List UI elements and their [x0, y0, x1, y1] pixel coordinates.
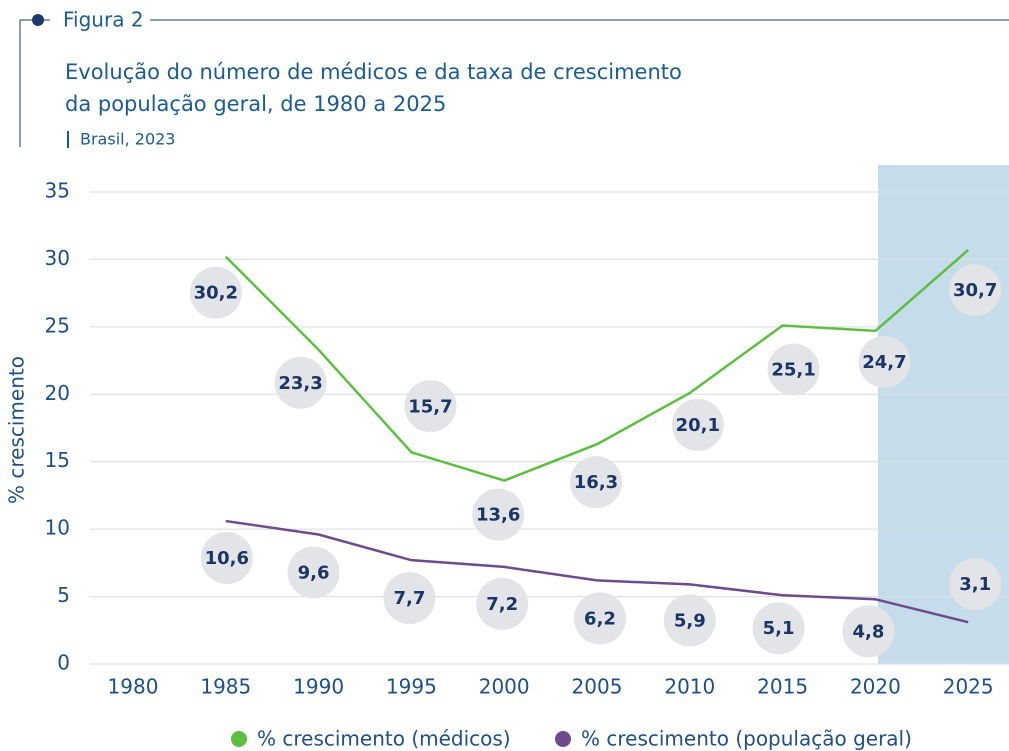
- x-tick-label: 2015: [757, 675, 808, 699]
- label-bubble: [570, 456, 622, 509]
- label-bubble: [842, 605, 895, 658]
- y-tick-label: 25: [45, 313, 70, 337]
- label-bubble: [383, 572, 436, 625]
- y-tick-label: 0: [57, 651, 70, 675]
- label-bubble: [189, 266, 242, 319]
- label-bubble: [752, 602, 805, 655]
- figure-label: Figura 2: [63, 8, 144, 32]
- data-label: 20,1: [676, 415, 720, 436]
- x-tick-label: 1995: [386, 675, 437, 699]
- series-line: [225, 519, 969, 624]
- x-tick-label: 1980: [108, 675, 159, 699]
- x-tick-label: 2000: [479, 675, 530, 699]
- label-bubble: [574, 592, 626, 645]
- y-axis-label: % crescimento: [5, 356, 29, 504]
- legend-label: % crescimento (médicos): [257, 727, 511, 751]
- label-bubble: [404, 380, 457, 433]
- label-bubble: [671, 398, 724, 451]
- label-bubble: [472, 488, 525, 541]
- label-bubble: [949, 558, 1002, 611]
- legend-label: % crescimento (população geral): [581, 727, 912, 751]
- legend-marker: [231, 731, 247, 747]
- x-tick-label: 2020: [850, 675, 901, 699]
- data-label: 9,6: [298, 563, 330, 584]
- header-dot: [32, 14, 44, 26]
- label-bubble: [476, 577, 529, 630]
- label-bubble: [858, 335, 911, 388]
- label-bg: [50, 8, 150, 34]
- label-bubble: [200, 532, 253, 585]
- data-label: 5,1: [763, 618, 795, 639]
- legend-marker: [555, 731, 571, 747]
- data-label: 16,3: [574, 472, 618, 493]
- data-label: 24,7: [862, 352, 906, 373]
- y-tick-label: 20: [45, 381, 70, 405]
- label-bubble: [767, 343, 820, 396]
- y-tick-label: 10: [45, 516, 70, 540]
- data-label: 6,2: [584, 608, 616, 629]
- x-tick-label: 1990: [293, 675, 344, 699]
- data-label: 23,3: [278, 373, 322, 394]
- data-label: 13,6: [476, 505, 520, 526]
- data-label: 25,1: [771, 360, 815, 381]
- data-label: 30,7: [953, 280, 997, 301]
- subtitle: Brasil, 2023: [80, 130, 175, 149]
- data-label: 3,1: [959, 574, 991, 595]
- y-tick-label: 5: [57, 583, 70, 607]
- label-bubble: [274, 356, 327, 409]
- data-label: 7,2: [486, 594, 518, 615]
- data-label: 7,7: [393, 588, 425, 609]
- data-label: 15,7: [408, 396, 452, 417]
- data-label: 5,9: [674, 610, 706, 631]
- label-bubble: [287, 546, 340, 599]
- y-tick-label: 30: [45, 246, 70, 270]
- data-label: 4,8: [852, 621, 884, 642]
- x-tick-label: 2025: [943, 675, 994, 699]
- data-label: 10,6: [205, 548, 249, 569]
- x-tick-label: 2010: [664, 675, 715, 699]
- y-tick-label: 35: [45, 179, 70, 203]
- x-tick-label: 1985: [200, 675, 251, 699]
- chart-title: Evolução do número de médicos e da taxa …: [65, 60, 682, 116]
- y-tick-label: 15: [45, 448, 70, 472]
- x-tick-label: 2005: [572, 675, 623, 699]
- data-label: 30,2: [194, 283, 238, 304]
- label-bubble: [663, 594, 716, 647]
- series-line: [224, 249, 970, 482]
- label-bubble: [949, 263, 1002, 316]
